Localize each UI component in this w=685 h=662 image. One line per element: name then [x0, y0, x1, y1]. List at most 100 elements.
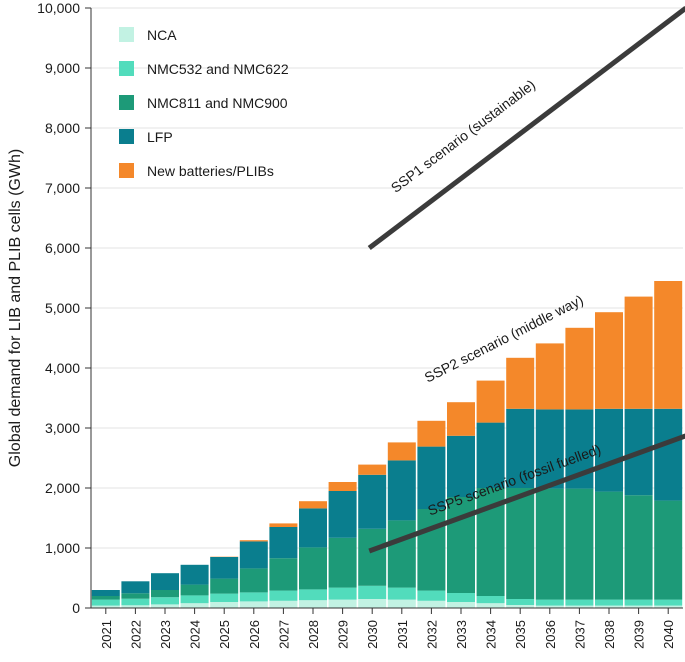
x-tick-label: 2026 — [247, 620, 262, 649]
bar-segment-1-2027 — [269, 590, 298, 601]
bar-segment-1-2025 — [210, 593, 239, 602]
bar-segment-1-2023 — [151, 597, 179, 605]
bar-segment-2-2023 — [151, 590, 179, 598]
bar-segment-2-2025 — [210, 578, 239, 594]
bar-segment-2-2021 — [91, 596, 120, 600]
y-tick-label: 10,000 — [37, 0, 80, 16]
bar-segment-1-2035 — [506, 599, 535, 605]
x-tick-label: 2038 — [602, 620, 617, 649]
bar-segment-1-2037 — [565, 599, 594, 606]
bar-segment-3-2036 — [535, 409, 564, 489]
scenario-line-2 — [368, 433, 685, 554]
bar-segment-0-2024 — [180, 603, 209, 608]
x-axis: 2021 2022 2023 2024 2025 2026 2027 2028 2029 2030… — [91, 607, 683, 649]
bar-segment-4-2032 — [417, 420, 446, 447]
bar-segment-2-2022 — [121, 593, 150, 599]
legend: NCA NMC532 and NMC622 NMC811 and NMC900 LFP… — [119, 27, 289, 179]
bar-segment-3-2033 — [447, 435, 475, 497]
bar-segment-4-2030 — [358, 464, 387, 475]
gridlines — [91, 7, 683, 549]
y-axis-title: Global demand for LIB and PLIB cells (GW… — [7, 149, 24, 467]
bar-segment-0-2028 — [299, 600, 327, 608]
bar-segment-1-2031 — [387, 587, 416, 600]
bar-segment-1-2034 — [476, 596, 505, 604]
bar-segment-3-2024 — [180, 564, 209, 585]
bar-segment-3-2032 — [417, 446, 446, 509]
bar-segment-2-2027 — [269, 558, 298, 591]
y-tick-label: 0 — [72, 600, 80, 616]
bar-segment-1-2021 — [91, 599, 120, 606]
x-tick-label: 2027 — [276, 620, 291, 649]
legend-swatch — [119, 61, 134, 76]
legend-label: NMC811 and NMC900 — [147, 95, 288, 111]
bar-segment-3-2025 — [210, 557, 239, 579]
bar-segment-0-2021 — [91, 605, 120, 608]
x-tick-label: 2035 — [513, 620, 528, 649]
legend-swatch — [119, 27, 134, 42]
bar-segment-4-2034 — [476, 380, 505, 423]
bar-segment-3-2023 — [151, 573, 179, 590]
bar-segment-1-2036 — [535, 599, 564, 606]
x-tick-label: 2036 — [543, 620, 558, 649]
bar-segment-3-2021 — [91, 590, 120, 596]
x-tick-label: 2023 — [158, 620, 173, 649]
x-tick-label: 2039 — [632, 620, 647, 649]
bar-segment-2-2037 — [565, 488, 594, 600]
bar-segment-4-2036 — [535, 343, 564, 410]
bar-segment-3-2027 — [269, 527, 298, 559]
bar-segment-0-2038 — [595, 605, 623, 608]
x-tick-label: 2034 — [484, 620, 499, 649]
bar-segment-1-2022 — [121, 598, 150, 606]
bar-segment-0-2031 — [387, 599, 416, 608]
legend-label: NMC532 and NMC622 — [147, 61, 289, 77]
y-tick-label: 3,000 — [45, 420, 80, 436]
bar-segment-2-2028 — [299, 547, 327, 590]
bar-segment-2-2032 — [417, 509, 446, 591]
bar-segment-2-2029 — [328, 537, 357, 588]
bar-segment-3-2030 — [358, 474, 387, 529]
bar-segment-3-2035 — [506, 408, 535, 488]
bar-segment-1-2040 — [654, 599, 683, 606]
bar-segment-0-2033 — [447, 602, 475, 608]
bar-segment-0-2039 — [624, 605, 653, 608]
x-tick-label: 2030 — [365, 620, 380, 649]
bar-segment-0-2029 — [328, 599, 357, 608]
bar-segment-3-2034 — [476, 422, 505, 488]
bar-segment-3-2031 — [387, 460, 416, 521]
y-tick-label: 6,000 — [45, 240, 80, 256]
legend-swatch — [119, 129, 134, 144]
legend-label: LFP — [147, 129, 173, 145]
legend-label: NCA — [147, 27, 177, 43]
bar-segment-2-2030 — [358, 528, 387, 586]
bar-segment-2-2038 — [595, 491, 623, 600]
bar-segment-2-2026 — [239, 568, 268, 593]
bar-segment-1-2038 — [595, 599, 623, 606]
x-tick-label: 2024 — [188, 620, 203, 649]
y-tick-label: 5,000 — [45, 300, 80, 316]
bar-segment-0-2040 — [654, 605, 683, 608]
bar-segment-3-2040 — [654, 408, 683, 501]
bar-segment-0-2025 — [210, 602, 239, 608]
bar-segment-2-2031 — [387, 520, 416, 588]
y-tick-label: 4,000 — [45, 360, 80, 376]
bar-segment-4-2028 — [299, 501, 327, 509]
legend-swatch — [119, 95, 134, 110]
bar-segment-4-2029 — [328, 482, 357, 491]
y-tick-label: 8,000 — [45, 120, 80, 136]
bar-segment-2-2040 — [654, 500, 683, 600]
x-tick-label: 2040 — [661, 620, 676, 649]
bar-segment-0-2035 — [506, 605, 535, 608]
bar-segment-1-2030 — [358, 585, 387, 599]
bar-segment-4-2027 — [269, 523, 298, 527]
x-tick-label: 2033 — [454, 620, 469, 649]
y-tick-label: 9,000 — [45, 60, 80, 76]
bar-segment-4-2038 — [595, 312, 623, 409]
bar-segment-4-2040 — [654, 281, 683, 409]
bar-segment-1-2032 — [417, 590, 446, 601]
x-tick-label: 2037 — [572, 620, 587, 649]
bar-segment-0-2036 — [535, 605, 564, 608]
bar-segment-1-2033 — [447, 593, 475, 602]
bar-segment-3-2029 — [328, 491, 357, 538]
bar-segment-0-2026 — [239, 601, 268, 608]
